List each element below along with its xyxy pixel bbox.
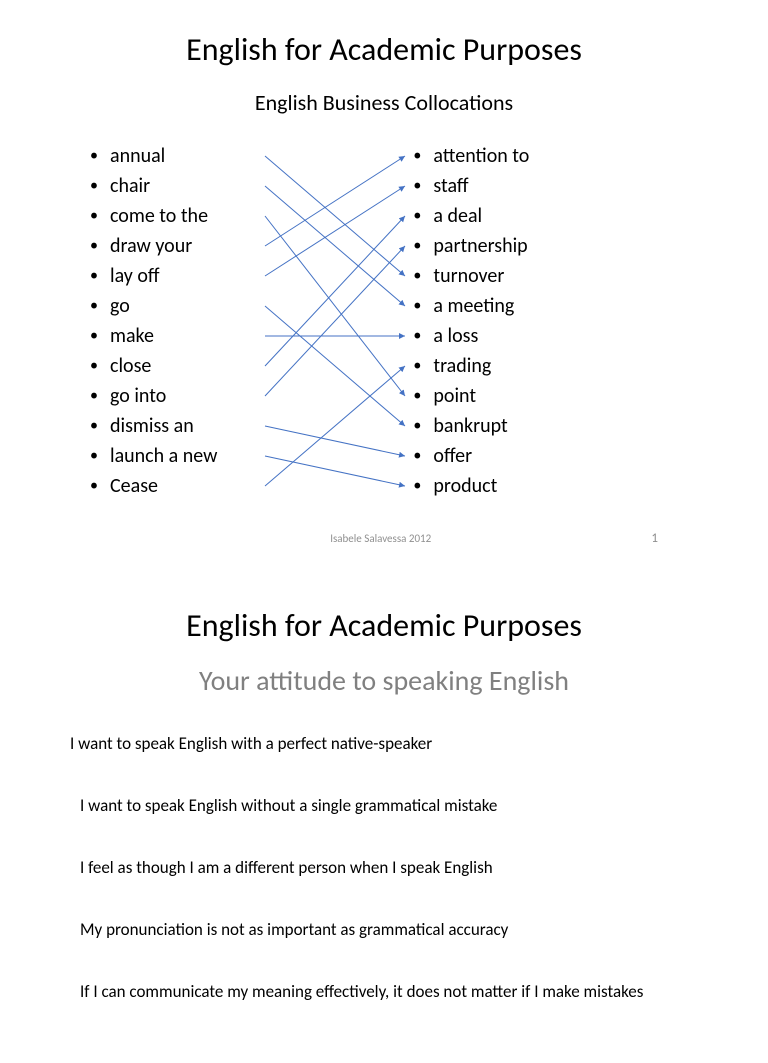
statement-item: If I can communicate my meaning effectiv… <box>70 981 698 1003</box>
left-item: •Cease <box>90 471 355 501</box>
right-item-label: point <box>433 381 476 411</box>
left-item: •make <box>90 321 355 351</box>
right-item-label: attention to <box>433 141 529 171</box>
bullet-icon: • <box>90 441 110 471</box>
right-item: •turnover <box>413 261 678 291</box>
left-item: •dismiss an <box>90 411 355 441</box>
right-item: •attention to <box>413 141 678 171</box>
slide-1: English for Academic Purposes English Bu… <box>0 0 768 566</box>
statement-item: I want to speak English without a single… <box>70 795 698 817</box>
left-item-label: draw your <box>110 231 192 261</box>
bullet-icon: • <box>413 231 433 261</box>
right-item: •a meeting <box>413 291 678 321</box>
right-item: •product <box>413 471 678 501</box>
bullet-icon: • <box>413 201 433 231</box>
bullet-icon: • <box>90 201 110 231</box>
right-item: •trading <box>413 351 678 381</box>
right-item: •a deal <box>413 201 678 231</box>
left-item-label: Cease <box>110 471 158 501</box>
left-item-label: close <box>110 351 151 381</box>
right-item-label: a deal <box>433 201 482 231</box>
left-item: •go <box>90 291 355 321</box>
right-item-label: bankrupt <box>433 411 507 441</box>
bullet-icon: • <box>413 171 433 201</box>
bullet-icon: • <box>90 411 110 441</box>
page-container: English for Academic Purposes English Bu… <box>0 0 768 1063</box>
right-item-label: partnership <box>433 231 527 261</box>
slide1-title: English for Academic Purposes <box>70 30 698 69</box>
bullet-icon: • <box>90 141 110 171</box>
statements-list: I want to speak English with a perfect n… <box>70 733 698 1003</box>
right-item: •bankrupt <box>413 411 678 441</box>
left-item-label: annual <box>110 141 165 171</box>
bullet-icon: • <box>413 291 433 321</box>
bullet-icon: • <box>90 231 110 261</box>
left-item: •lay off <box>90 261 355 291</box>
bullet-icon: • <box>413 411 433 441</box>
right-item: •offer <box>413 441 678 471</box>
bullet-icon: • <box>413 351 433 381</box>
slide-2: English for Academic Purposes Your attit… <box>0 566 768 1063</box>
bullet-icon: • <box>413 441 433 471</box>
bullet-icon: • <box>413 321 433 351</box>
right-column: •attention to•staff•a deal•partnership•t… <box>413 141 678 501</box>
left-item: •go into <box>90 381 355 411</box>
statement-item: I want to speak English with a perfect n… <box>70 733 698 755</box>
left-item: •chair <box>90 171 355 201</box>
bullet-icon: • <box>90 171 110 201</box>
bullet-icon: • <box>90 351 110 381</box>
footer-author: Isabele Salavessa 2012 <box>110 532 651 545</box>
bullet-icon: • <box>90 471 110 501</box>
right-item-label: a loss <box>433 321 478 351</box>
left-item-label: lay off <box>110 261 160 291</box>
right-item-label: trading <box>433 351 491 381</box>
bullet-icon: • <box>90 291 110 321</box>
footer-page-number: 1 <box>651 531 658 546</box>
left-item-label: chair <box>110 171 150 201</box>
right-item-label: turnover <box>433 261 504 291</box>
left-item-label: come to the <box>110 201 208 231</box>
left-item: •annual <box>90 141 355 171</box>
matching-exercise: •annual•chair•come to the•draw your•lay … <box>70 141 698 501</box>
left-item-label: go <box>110 291 130 321</box>
right-item: •partnership <box>413 231 678 261</box>
bullet-icon: • <box>413 381 433 411</box>
bullet-icon: • <box>90 261 110 291</box>
statement-item: I feel as though I am a different person… <box>70 857 698 879</box>
right-item: •point <box>413 381 678 411</box>
slide2-subtitle: Your attitude to speaking English <box>70 663 698 698</box>
bullet-icon: • <box>413 141 433 171</box>
right-item: •a loss <box>413 321 678 351</box>
left-item-label: launch a new <box>110 441 217 471</box>
statement-item: My pronunciation is not as important as … <box>70 919 698 941</box>
right-item: •staff <box>413 171 678 201</box>
slide1-footer: Isabele Salavessa 2012 1 <box>70 531 698 546</box>
left-item-label: make <box>110 321 154 351</box>
left-item: •close <box>90 351 355 381</box>
bullet-icon: • <box>90 381 110 411</box>
right-item-label: a meeting <box>433 291 514 321</box>
bullet-icon: • <box>413 261 433 291</box>
slide2-title: English for Academic Purposes <box>70 606 698 645</box>
left-column: •annual•chair•come to the•draw your•lay … <box>90 141 355 501</box>
left-item: •launch a new <box>90 441 355 471</box>
bullet-icon: • <box>90 321 110 351</box>
slide1-subtitle: English Business Collocations <box>70 89 698 116</box>
bullet-icon: • <box>413 471 433 501</box>
left-item-label: dismiss an <box>110 411 194 441</box>
right-item-label: product <box>433 471 497 501</box>
left-item: •come to the <box>90 201 355 231</box>
right-item-label: offer <box>433 441 472 471</box>
left-item-label: go into <box>110 381 166 411</box>
right-item-label: staff <box>433 171 468 201</box>
left-item: •draw your <box>90 231 355 261</box>
